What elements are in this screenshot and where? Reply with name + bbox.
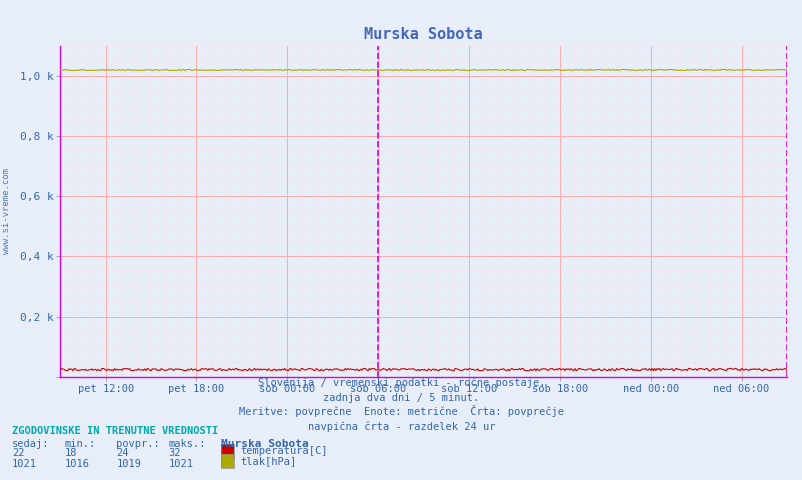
Text: min.:: min.: — [64, 439, 95, 449]
Text: 24: 24 — [116, 448, 129, 458]
Text: ZGODOVINSKE IN TRENUTNE VREDNOSTI: ZGODOVINSKE IN TRENUTNE VREDNOSTI — [12, 426, 218, 436]
Text: 22: 22 — [12, 448, 25, 458]
Text: navpična črta - razdelek 24 ur: navpična črta - razdelek 24 ur — [307, 421, 495, 432]
Text: Murska Sobota: Murska Sobota — [221, 439, 308, 449]
Text: 1021: 1021 — [168, 458, 193, 468]
Text: Meritve: povprečne  Enote: metrične  Črta: povprečje: Meritve: povprečne Enote: metrične Črta:… — [239, 405, 563, 417]
Text: tlak[hPa]: tlak[hPa] — [240, 456, 296, 466]
Text: sedaj:: sedaj: — [12, 439, 50, 449]
Text: temperatura[C]: temperatura[C] — [240, 445, 327, 456]
Text: 1021: 1021 — [12, 458, 37, 468]
Text: povpr.:: povpr.: — [116, 439, 160, 449]
Text: www.si-vreme.com: www.si-vreme.com — [2, 168, 11, 254]
Text: zadnja dva dni / 5 minut.: zadnja dva dni / 5 minut. — [323, 393, 479, 403]
Text: 1016: 1016 — [64, 458, 89, 468]
Text: Slovenija / vremenski podatki - ročne postaje.: Slovenija / vremenski podatki - ročne po… — [257, 378, 545, 388]
Text: maks.:: maks.: — [168, 439, 206, 449]
Title: Murska Sobota: Murska Sobota — [364, 27, 482, 42]
Text: 32: 32 — [168, 448, 181, 458]
Text: 1019: 1019 — [116, 458, 141, 468]
Text: 18: 18 — [64, 448, 77, 458]
